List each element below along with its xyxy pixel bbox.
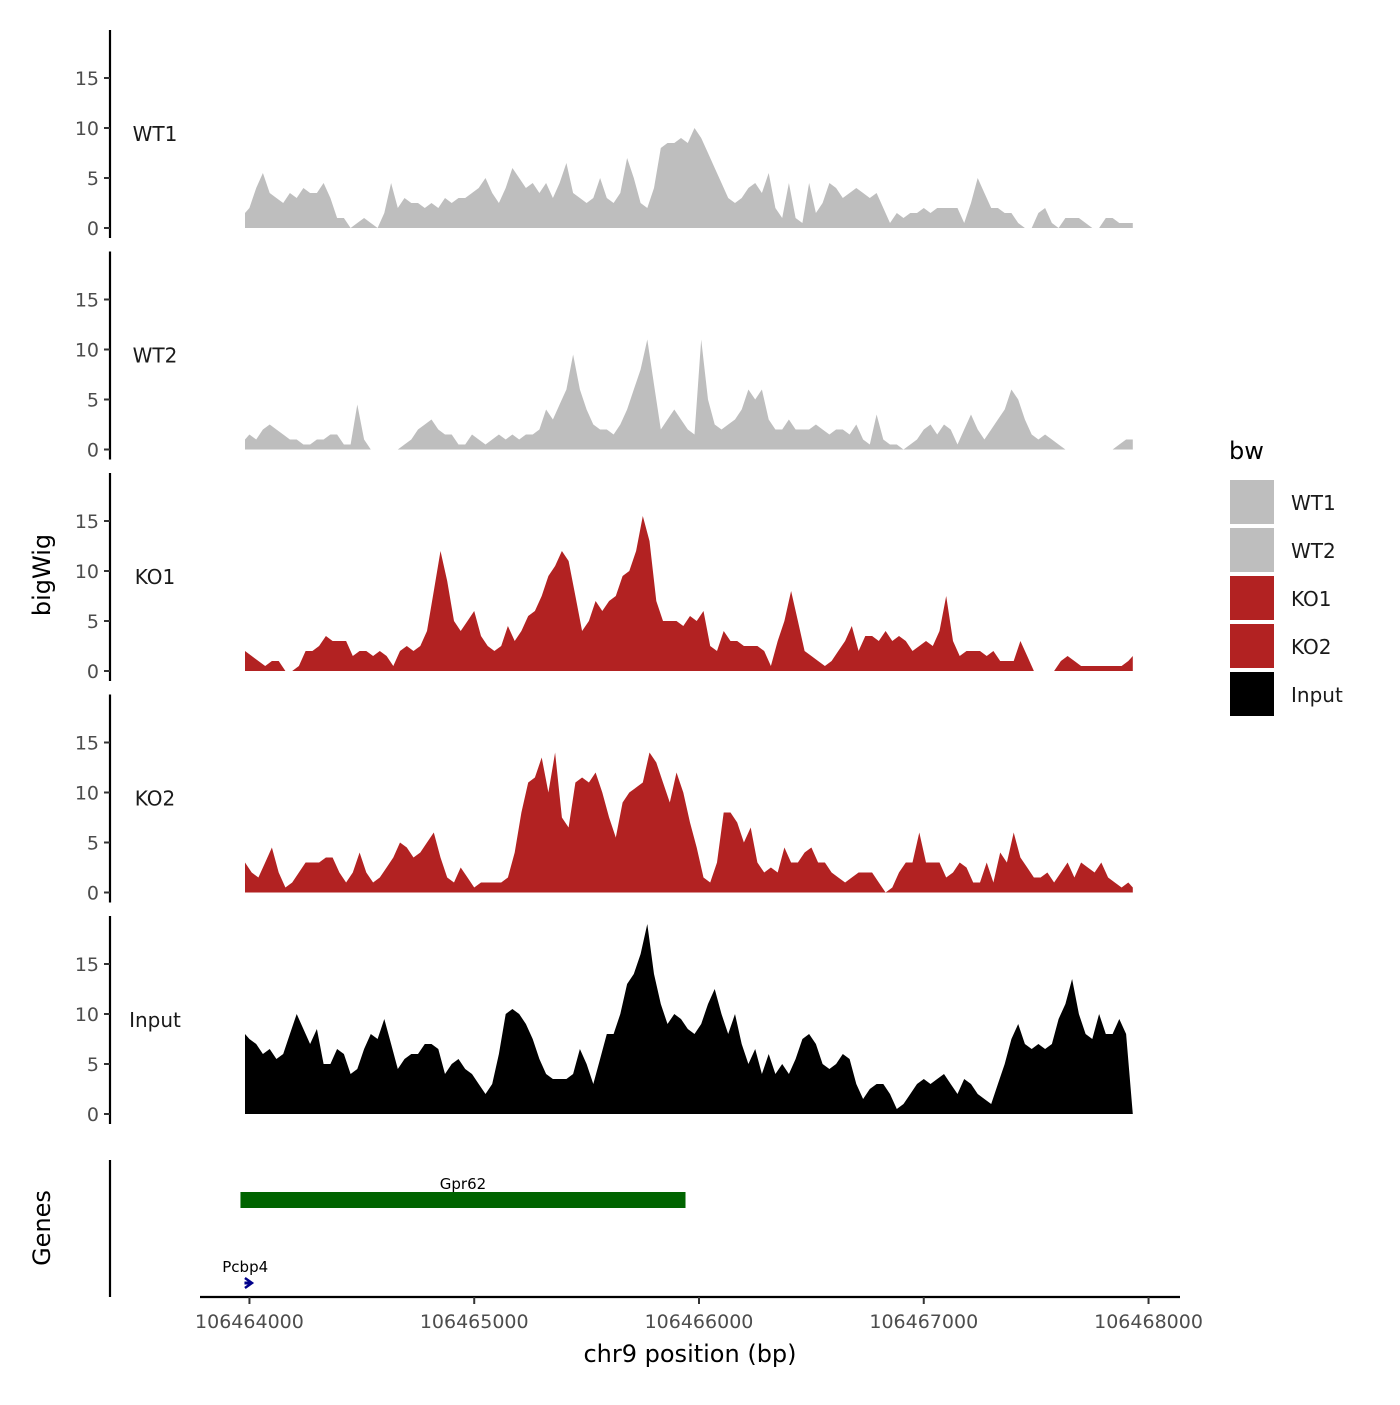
gene-pcbp4: Pcbp4	[222, 1258, 268, 1290]
gene-label: Pcbp4	[222, 1258, 268, 1276]
legend-label: KO2	[1291, 635, 1332, 659]
legend-key	[1230, 528, 1274, 572]
legend-label: Input	[1291, 683, 1343, 707]
y-tick-label: 5	[87, 833, 99, 855]
track-label: KO1	[135, 565, 176, 589]
coverage-area-ko1	[245, 516, 1133, 671]
y-tick-label: 0	[87, 218, 99, 240]
y-axis-title: bigWig	[28, 534, 56, 616]
genes-axis-title: Genes	[28, 1190, 56, 1266]
y-tick-label: 5	[87, 168, 99, 190]
y-tick-label: 15	[75, 68, 99, 90]
x-axis-title: chr9 position (bp)	[583, 1340, 796, 1368]
track-ko1: 0 5 10 15 KO1	[75, 473, 1133, 683]
y-tick-label: 5	[87, 1054, 99, 1076]
track-input: 0 5 10 15 Input	[75, 916, 1133, 1126]
x-axis: 106464000 106465000 106466000 106467000 1064…	[195, 1295, 1203, 1333]
x-tick-label: 106466000	[645, 1311, 754, 1333]
y-tick-label: 15	[75, 290, 99, 312]
y-tick-label: 10	[75, 783, 99, 805]
x-tick-label: 106465000	[420, 1311, 529, 1333]
genes-layer: Gpr62 Pcbp4	[108, 1160, 686, 1297]
track-label: Input	[129, 1008, 181, 1032]
y-tick-label: 10	[75, 561, 99, 583]
legend-item-input: Input	[1230, 672, 1343, 716]
y-tick-label: 15	[75, 733, 99, 755]
legend-key	[1230, 624, 1274, 668]
y-tick-label: 5	[87, 611, 99, 633]
y-tick-label: 10	[75, 1004, 99, 1026]
y-tick-label: 0	[87, 440, 99, 462]
legend-item-ko1: KO1	[1230, 576, 1332, 620]
track-wt2: 0 5 10 15 WT2	[75, 251, 1133, 462]
y-tick-label: 5	[87, 390, 99, 412]
y-tick-label: 0	[87, 1104, 99, 1126]
tracks-layer: 0 5 10 15 WT1 0 5 10 15 WT2 0 5 10 15 KO1 0 5 10 15 KO2 0 5 10…	[75, 30, 1133, 1126]
coverage-area-wt2	[245, 339, 1133, 450]
x-tick-label: 106467000	[869, 1311, 978, 1333]
track-wt1: 0 5 10 15 WT1	[75, 30, 1133, 240]
legend-label: WT2	[1291, 539, 1336, 563]
legend-key	[1230, 576, 1274, 620]
legend-label: WT1	[1291, 491, 1336, 515]
legend-label: KO1	[1291, 587, 1332, 611]
legend-key	[1230, 672, 1274, 716]
gene-gpr62: Gpr62	[240, 1175, 686, 1208]
legend-title: bw	[1229, 437, 1264, 465]
y-tick-label: 15	[75, 954, 99, 976]
strand-arrow-icon	[244, 1276, 255, 1290]
y-tick-label: 10	[75, 118, 99, 140]
track-ko2: 0 5 10 15 KO2	[75, 694, 1133, 905]
track-label: WT2	[133, 344, 178, 368]
legend-key	[1230, 480, 1274, 524]
coverage-area-wt1	[245, 128, 1133, 228]
coverage-area-input	[245, 924, 1133, 1114]
x-tick-label: 106464000	[195, 1311, 304, 1333]
track-label: WT1	[133, 122, 178, 146]
y-tick-label: 0	[87, 661, 99, 683]
y-tick-label: 10	[75, 340, 99, 362]
gene-label: Gpr62	[440, 1175, 486, 1193]
gene-body	[240, 1192, 686, 1208]
track-label: KO2	[135, 787, 176, 811]
legend: bw WT1 WT2 KO1 KO2 Input	[1229, 437, 1343, 716]
y-tick-label: 15	[75, 511, 99, 533]
legend-item-ko2: KO2	[1230, 624, 1332, 668]
coverage-area-ko2	[245, 752, 1133, 893]
legend-item-wt2: WT2	[1230, 528, 1336, 572]
y-tick-label: 0	[87, 883, 99, 905]
x-tick-label: 106468000	[1094, 1311, 1203, 1333]
legend-item-wt1: WT1	[1230, 480, 1336, 524]
